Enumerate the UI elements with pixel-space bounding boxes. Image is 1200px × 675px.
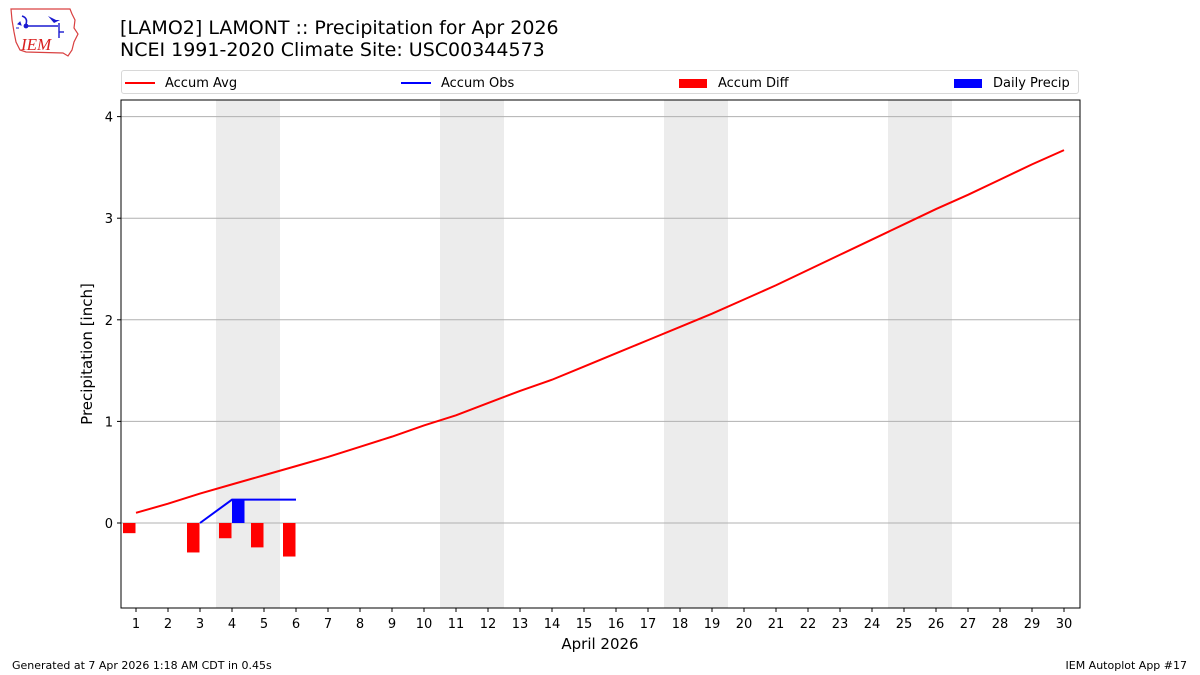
x-tick-label: 4 [228, 617, 236, 632]
title-line-2: NCEI 1991-2020 Climate Site: USC00344573 [120, 39, 545, 61]
x-tick-label: 18 [672, 617, 689, 632]
chart-legend: Accum Avg Accum Obs Accum Diff Daily Pre… [121, 70, 1079, 94]
x-tick-label: 14 [544, 617, 561, 632]
generated-timestamp: Generated at 7 Apr 2026 1:18 AM CDT in 0… [12, 659, 272, 672]
x-tick-label: 1 [132, 617, 140, 632]
accum-diff-bar [283, 523, 296, 557]
x-tick-label: 27 [960, 617, 977, 632]
axes-frame [120, 99, 1081, 609]
accum-diff-bar [187, 523, 200, 553]
y-gridlines [121, 116, 1080, 524]
y-tick-label: 1 [105, 415, 113, 430]
legend-daily-precip: Daily Precip [954, 74, 1070, 92]
x-tick-label: 26 [928, 617, 945, 632]
daily-precip-bar [232, 499, 245, 523]
x-axis-label: April 2026 [561, 635, 638, 653]
x-tick-label: 15 [576, 617, 593, 632]
x-tick-label: 30 [1056, 617, 1073, 632]
app-label: IEM Autoplot App #17 [1065, 659, 1188, 672]
x-tick-label: 3 [196, 617, 204, 632]
y-axis-label: Precipitation [inch] [78, 283, 96, 425]
x-tick-label: 11 [448, 617, 465, 632]
y-tick-label: 2 [105, 314, 113, 329]
title-line-1: [LAMO2] LAMONT :: Precipitation for Apr … [120, 17, 559, 39]
x-tick-label: 8 [356, 617, 364, 632]
y-tick-label: 0 [105, 517, 113, 532]
blue-line-icon [401, 82, 431, 84]
weekend-band [440, 100, 504, 608]
x-tick-label: 28 [992, 617, 1009, 632]
iem-logo: IEM [8, 6, 80, 58]
legend-accum-obs: Accum Obs [401, 74, 514, 92]
x-tick-label: 19 [704, 617, 721, 632]
x-tick-label: 21 [768, 617, 785, 632]
red-line-icon [125, 82, 155, 84]
x-tick-label: 6 [292, 617, 300, 632]
legend-accum-diff: Accum Diff [679, 74, 789, 92]
bars [123, 499, 296, 557]
accum-diff-bar [251, 523, 264, 548]
weekend-band [888, 100, 952, 608]
series-lines [135, 149, 1065, 524]
x-axis-ticks: 1 2 3 4 5 6 7 8 9 10 11 12 13 14 15 16 17 18 19 20 21 22 23 24 2… [132, 608, 1072, 632]
x-tick-label: 2 [164, 617, 172, 632]
svg-text:IEM: IEM [20, 35, 52, 54]
x-tick-label: 16 [608, 617, 625, 632]
x-tick-label: 20 [736, 617, 753, 632]
x-tick-label: 24 [864, 617, 881, 632]
legend-accum-avg: Accum Avg [125, 74, 237, 92]
y-tick-label: 4 [105, 111, 113, 126]
x-tick-label: 29 [1024, 617, 1041, 632]
accum-obs-line [199, 498, 296, 524]
blue-patch-icon [954, 78, 982, 88]
accum-diff-bar [123, 523, 136, 534]
accum-avg-line [135, 149, 1065, 514]
y-tick-label: 3 [105, 212, 113, 227]
x-tick-label: 13 [512, 617, 529, 632]
weekend-bands [216, 100, 952, 608]
x-tick-label: 23 [832, 617, 849, 632]
x-tick-label: 17 [640, 617, 657, 632]
x-tick-label: 10 [416, 617, 433, 632]
red-patch-icon [679, 78, 707, 88]
x-tick-label: 12 [480, 617, 497, 632]
y-axis-ticks: 0 1 2 3 4 [105, 111, 121, 532]
x-tick-label: 22 [800, 617, 817, 632]
accum-diff-bar [219, 523, 232, 539]
x-tick-label: 7 [324, 617, 332, 632]
x-tick-label: 25 [896, 617, 913, 632]
x-tick-label: 5 [260, 617, 268, 632]
chart-title: [LAMO2] LAMONT :: Precipitation for Apr … [120, 17, 559, 61]
weekend-band [664, 100, 728, 608]
x-tick-label: 9 [388, 617, 396, 632]
